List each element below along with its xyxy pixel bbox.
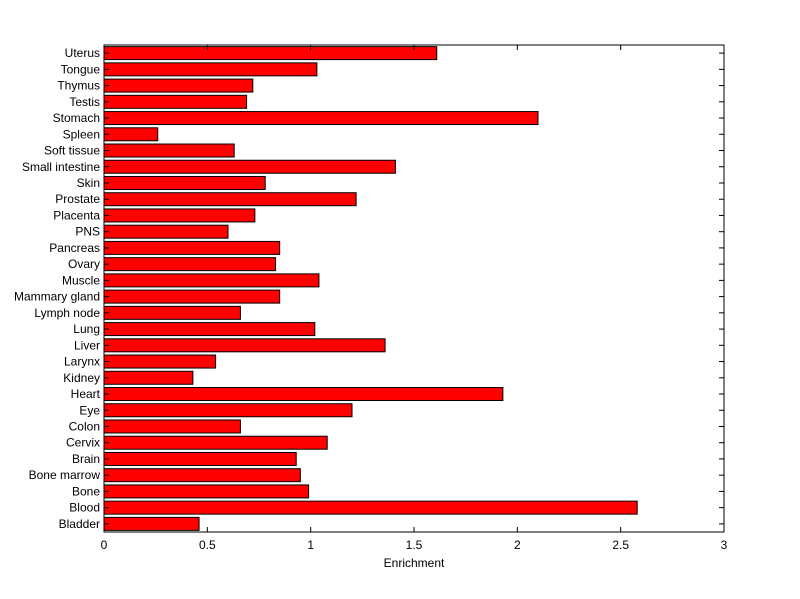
y-tick-label: Larynx <box>64 355 100 369</box>
x-axis-label: Enrichment <box>384 556 445 570</box>
bar-pns <box>103 224 229 239</box>
x-tick-label: 0.5 <box>199 538 216 552</box>
y-tick-label: Skin <box>77 176 100 190</box>
y-tick-label: Ovary <box>68 257 100 271</box>
y-tick-label: Muscle <box>62 273 100 287</box>
bar-soft-tissue <box>103 143 235 158</box>
bar-tongue <box>103 62 318 77</box>
y-tick-label: Tongue <box>61 62 101 76</box>
y-tick-label: Stomach <box>53 111 100 125</box>
bar-heart <box>103 387 504 402</box>
y-tick-label: Brain <box>72 452 100 466</box>
bar-larynx <box>103 354 217 369</box>
bar-thymus <box>103 78 254 93</box>
y-tick-label: Heart <box>71 387 101 401</box>
y-tick-label: Blood <box>69 501 100 515</box>
bar-pancreas <box>103 240 281 255</box>
bar-brain <box>103 451 297 466</box>
y-tick-label: Bone <box>72 484 100 498</box>
y-tick-label: Thymus <box>57 79 100 93</box>
bar-uterus <box>103 46 438 61</box>
y-tick-label: Small intestine <box>22 160 100 174</box>
y-tick-label: Pancreas <box>49 241 100 255</box>
x-tick-label: 2 <box>514 538 521 552</box>
bar-placenta <box>103 208 256 223</box>
y-tick-label: Colon <box>69 419 100 433</box>
y-tick-label: Prostate <box>55 192 100 206</box>
bar-stomach <box>103 111 539 126</box>
y-tick-label: Spleen <box>63 127 100 141</box>
x-tick-label: 1 <box>307 538 314 552</box>
y-tick-label: Eye <box>79 403 100 417</box>
bar-bone <box>103 484 310 499</box>
y-tick-label: Liver <box>74 338 100 352</box>
y-tick-label: Uterus <box>65 46 100 60</box>
axes-frame <box>103 44 725 533</box>
bar-lymph-node <box>103 305 241 320</box>
bar-spleen <box>103 127 159 142</box>
bar-muscle <box>103 273 320 288</box>
x-tick-label: 0 <box>101 538 108 552</box>
y-tick-label: Bladder <box>59 517 100 531</box>
y-tick-label: PNS <box>75 225 100 239</box>
bar-eye <box>103 403 353 418</box>
y-tick-label: Bone marrow <box>29 468 101 482</box>
bar-bladder <box>103 516 200 531</box>
y-tick-label: Testis <box>69 95 100 109</box>
y-tick-label: Lymph node <box>34 306 100 320</box>
y-tick-label: Cervix <box>66 436 100 450</box>
bar-colon <box>103 419 241 434</box>
bar-lung <box>103 322 316 337</box>
bar-ovary <box>103 257 277 272</box>
bar-prostate <box>103 192 357 207</box>
x-tick-label: 2.5 <box>612 538 629 552</box>
bar-kidney <box>103 370 194 385</box>
y-tick-label: Soft tissue <box>44 144 100 158</box>
bar-testis <box>103 94 248 109</box>
bar-liver <box>103 338 386 353</box>
bar-cervix <box>103 435 328 450</box>
bar-bone-marrow <box>103 468 301 483</box>
y-tick-label: Placenta <box>53 208 100 222</box>
x-tick-label: 3 <box>721 538 728 552</box>
x-tick-label: 1.5 <box>406 538 423 552</box>
y-tick-label: Lung <box>73 322 100 336</box>
bar-mammary-gland <box>103 289 281 304</box>
bar-blood <box>103 500 638 515</box>
y-tick-label: Kidney <box>63 371 100 385</box>
bar-small-intestine <box>103 159 396 174</box>
y-tick-label: Mammary gland <box>14 290 100 304</box>
bar-skin <box>103 175 266 190</box>
